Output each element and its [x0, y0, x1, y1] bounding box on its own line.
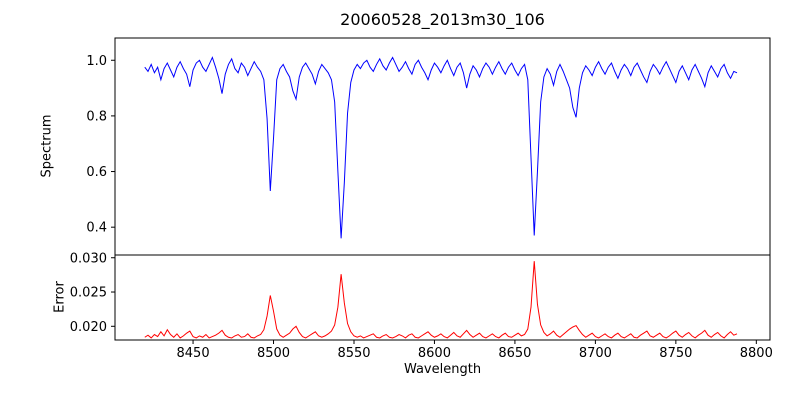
error-y-tick-label: 0.020 [70, 320, 107, 335]
error-y-tick-label: 0.030 [70, 251, 107, 266]
spectrum-y-tick-label: 0.8 [86, 109, 107, 124]
spectrum-panel-border [114, 37, 771, 256]
error-axis-label: Error [52, 281, 68, 313]
x-tick-label: 8800 [740, 346, 773, 361]
error-line [144, 261, 738, 339]
x-tick-label: 8600 [418, 346, 451, 361]
spectrum-y-tick-label: 0.6 [86, 165, 107, 180]
x-tick-label: 8650 [498, 346, 531, 361]
x-tick-label: 8700 [579, 346, 612, 361]
spectrum-y-tick-label: 0.4 [86, 221, 107, 236]
error-y-tick-label: 0.025 [70, 286, 107, 301]
error-panel-border [114, 254, 771, 341]
x-tick-label: 8450 [177, 346, 210, 361]
x-axis-label: Wavelength [403, 362, 482, 377]
spectrum-axis-label: Spectrum [39, 114, 55, 178]
chart-title: 20060528_2013m30_106 [340, 10, 545, 29]
x-tick-label: 8550 [337, 346, 370, 361]
spectrum-line [144, 56, 738, 239]
x-tick-label: 8750 [659, 346, 692, 361]
spectrum-y-tick-label: 1.0 [86, 54, 107, 69]
x-tick-label: 8500 [257, 346, 290, 361]
